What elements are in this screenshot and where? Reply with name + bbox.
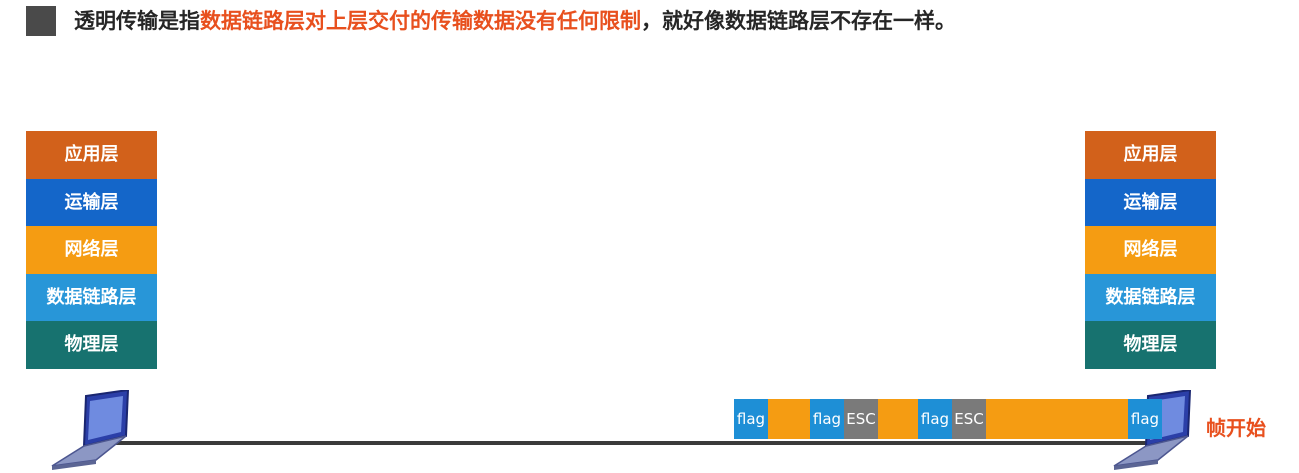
frame-segment-payload xyxy=(878,399,918,439)
stack-right-layer: 数据链路层 xyxy=(1085,273,1216,322)
stack-right-layer: 物理层 xyxy=(1085,321,1216,369)
frame-segment-flag: flag xyxy=(734,399,768,439)
protocol-stack-left: 应用层 运输层 网络层 数据链路层 物理层 xyxy=(26,131,157,369)
frame-segment-flag: flag xyxy=(810,399,844,439)
stack-left-layer: 网络层 xyxy=(26,226,157,274)
frame-start-caption: 帧开始 xyxy=(1206,416,1266,440)
page-title: 透明传输是指数据链路层对上层交付的传输数据没有任何限制，就好像数据链路层不存在一… xyxy=(74,4,956,38)
square-bullet-icon xyxy=(26,6,56,36)
frame-segment-flag: flag xyxy=(918,399,952,439)
stack-left-layer: 运输层 xyxy=(26,178,157,227)
stack-left-layer: 应用层 xyxy=(26,131,157,179)
laptop-icon xyxy=(51,390,130,470)
protocol-stack-right: 应用层 运输层 网络层 数据链路层 物理层 xyxy=(1085,131,1216,369)
frame-segment-payload xyxy=(768,399,810,439)
stack-left-layer: 数据链路层 xyxy=(26,273,157,322)
frame-segment-esc: ESC xyxy=(844,399,878,439)
headline-highlight: 数据链路层对上层交付的传输数据没有任何限制 xyxy=(200,9,641,33)
frame-segment-esc: ESC xyxy=(952,399,986,439)
frame-bitstream: flag flag ESC flag ESC flag xyxy=(734,399,1162,439)
transmission-link xyxy=(100,441,1160,445)
frame-segment-flag: flag xyxy=(1128,399,1162,439)
stack-right-layer: 网络层 xyxy=(1085,226,1216,274)
frame-segment-payload xyxy=(986,399,1128,439)
stack-right-layer: 运输层 xyxy=(1085,178,1216,227)
stack-left-layer: 物理层 xyxy=(26,321,157,369)
headline-suffix: ，就好像数据链路层不存在一样。 xyxy=(641,9,956,33)
stack-right-layer: 应用层 xyxy=(1085,131,1216,179)
headline-prefix: 透明传输是指 xyxy=(74,9,200,33)
